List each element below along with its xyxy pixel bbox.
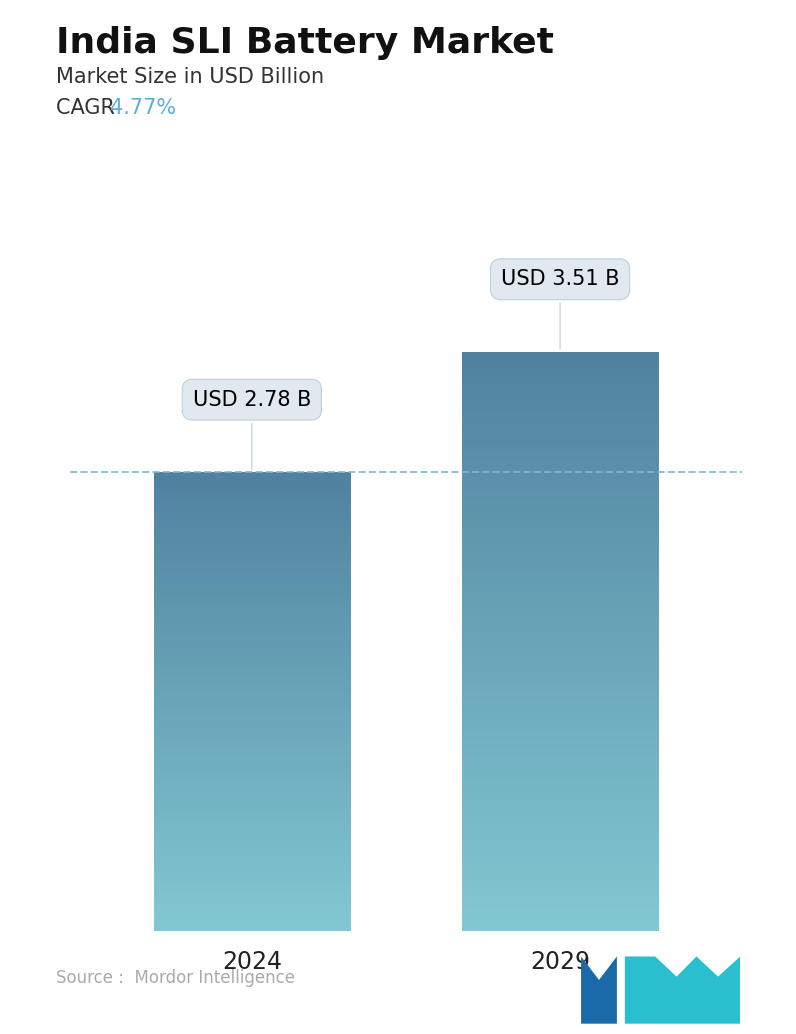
Text: Source :  Mordor Intelligence: Source : Mordor Intelligence <box>56 970 295 987</box>
Text: CAGR: CAGR <box>56 98 121 118</box>
Text: India SLI Battery Market: India SLI Battery Market <box>56 26 554 60</box>
Text: Market Size in USD Billion: Market Size in USD Billion <box>56 67 324 87</box>
Polygon shape <box>581 956 617 1024</box>
Text: USD 3.51 B: USD 3.51 B <box>501 269 619 348</box>
Text: USD 2.78 B: USD 2.78 B <box>193 390 311 469</box>
Text: 4.77%: 4.77% <box>110 98 176 118</box>
Polygon shape <box>625 956 740 1024</box>
